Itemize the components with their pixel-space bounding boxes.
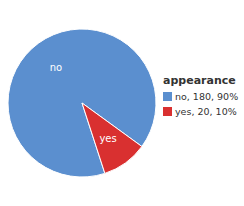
pie-slice xyxy=(82,103,142,173)
slice-label: no xyxy=(50,62,62,73)
slices xyxy=(8,29,156,177)
legend-label: yes, 20, 10% xyxy=(175,106,237,117)
pie-slice xyxy=(8,29,156,177)
slice-label: yes xyxy=(99,133,116,144)
legend-swatch xyxy=(163,107,172,116)
legend-swatch xyxy=(163,92,172,101)
slice-labels: no yes xyxy=(50,62,117,145)
legend-label: no, 180, 90% xyxy=(175,91,238,102)
pie-chart: no yes appearance no, 180, 90% yes, 20, 10% xyxy=(0,0,244,206)
legend-title: appearance xyxy=(163,74,236,87)
legend: appearance no, 180, 90% yes, 20, 10% xyxy=(163,74,238,117)
chart-container: no yes appearance no, 180, 90% yes, 20, 10% xyxy=(0,0,244,206)
